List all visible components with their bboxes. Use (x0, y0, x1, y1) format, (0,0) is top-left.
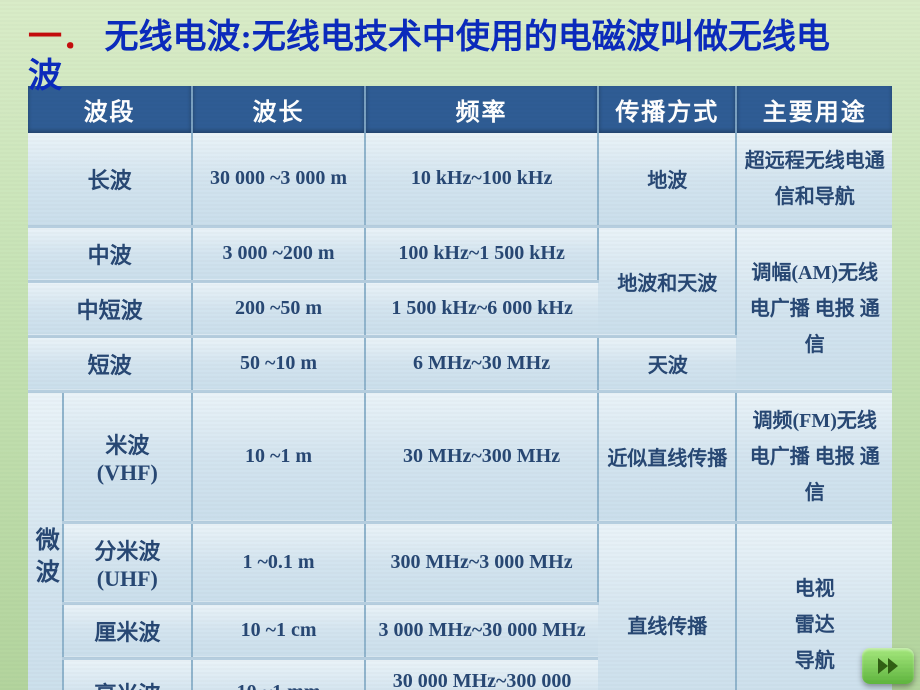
cell-frequency: 10 kHz~100 kHz (365, 133, 598, 227)
cell-wavelength: 50 ~10 m (192, 336, 365, 391)
cell-band: 米波(VHF) (63, 391, 193, 522)
cell-frequency: 3 000 MHz~30 000 MHz (365, 603, 598, 658)
cell-band: 中波 (28, 226, 192, 281)
cell-propagation: 地波 (598, 133, 736, 227)
cell-band: 中短波 (28, 281, 192, 336)
th-frequency: 频率 (365, 86, 598, 133)
th-propagation: 传播方式 (598, 86, 736, 133)
radio-wave-table: 波段 波长 频率 传播方式 主要用途 长波 30 000 ~3 000 m 10… (28, 86, 892, 690)
cell-band: 厘米波 (63, 603, 193, 658)
chevron-right-icon (874, 655, 902, 677)
next-page-button[interactable] (862, 648, 914, 684)
radio-wave-table-wrap: 波段 波长 频率 传播方式 主要用途 长波 30 000 ~3 000 m 10… (28, 86, 892, 690)
cell-wavelength: 10 ~1 m (192, 391, 365, 522)
table-row: 中波 3 000 ~200 m 100 kHz~1 500 kHz 地波和天波 … (28, 226, 892, 281)
cell-frequency: 30 000 MHz~300 000 MHz (365, 658, 598, 690)
cell-band: 分米波(UHF) (63, 522, 193, 603)
cell-band: 毫米波 (63, 658, 193, 690)
cell-use: 调频(FM)无线电广播 电报 通信 (736, 391, 892, 522)
cell-frequency: 100 kHz~1 500 kHz (365, 226, 598, 281)
title-main: 无线电波:无线电技术中使用的电磁波叫做无线电 (105, 19, 830, 56)
th-use: 主要用途 (736, 86, 892, 133)
cell-propagation: 地波和天波 (598, 226, 736, 336)
cell-wavelength: 1 ~0.1 m (192, 522, 365, 603)
cell-use: 超远程无线电通信和导航 (736, 133, 892, 227)
cell-band: 长波 (28, 133, 192, 227)
table-row: 微波 米波(VHF) 10 ~1 m 30 MHz~300 MHz 近似直线传播… (28, 391, 892, 522)
cell-frequency: 6 MHz~30 MHz (365, 336, 598, 391)
cell-frequency: 300 MHz~3 000 MHz (365, 522, 598, 603)
cell-propagation: 天波 (598, 336, 736, 391)
cell-wavelength: 200 ~50 m (192, 281, 365, 336)
table-row: 长波 30 000 ~3 000 m 10 kHz~100 kHz 地波 超远程… (28, 133, 892, 227)
cell-wavelength: 10 ~1 mm (192, 658, 365, 690)
cell-wavelength: 30 000 ~3 000 m (192, 133, 365, 227)
cell-frequency: 30 MHz~300 MHz (365, 391, 598, 522)
cell-band: 短波 (28, 336, 192, 391)
cell-wavelength: 3 000 ~200 m (192, 226, 365, 281)
cell-use: 调幅(AM)无线电广播 电报 通信 (736, 226, 892, 391)
title-section-marker: 一． (28, 19, 96, 56)
cell-propagation: 近似直线传播 (598, 391, 736, 522)
cell-frequency: 1 500 kHz~6 000 kHz (365, 281, 598, 336)
th-wavelength: 波长 (192, 86, 365, 133)
cell-propagation: 直线传播 (598, 522, 736, 690)
table-row: 分米波(UHF) 1 ~0.1 m 300 MHz~3 000 MHz 直线传播… (28, 522, 892, 603)
slide: 一． 无线电波:无线电技术中使用的电磁波叫做无线电 波 波段 波长 频率 传播方… (0, 0, 920, 690)
cell-wavelength: 10 ~1 cm (192, 603, 365, 658)
cell-micro-label: 微波 (28, 391, 63, 690)
table-header-row: 波段 波长 频率 传播方式 主要用途 (28, 86, 892, 133)
